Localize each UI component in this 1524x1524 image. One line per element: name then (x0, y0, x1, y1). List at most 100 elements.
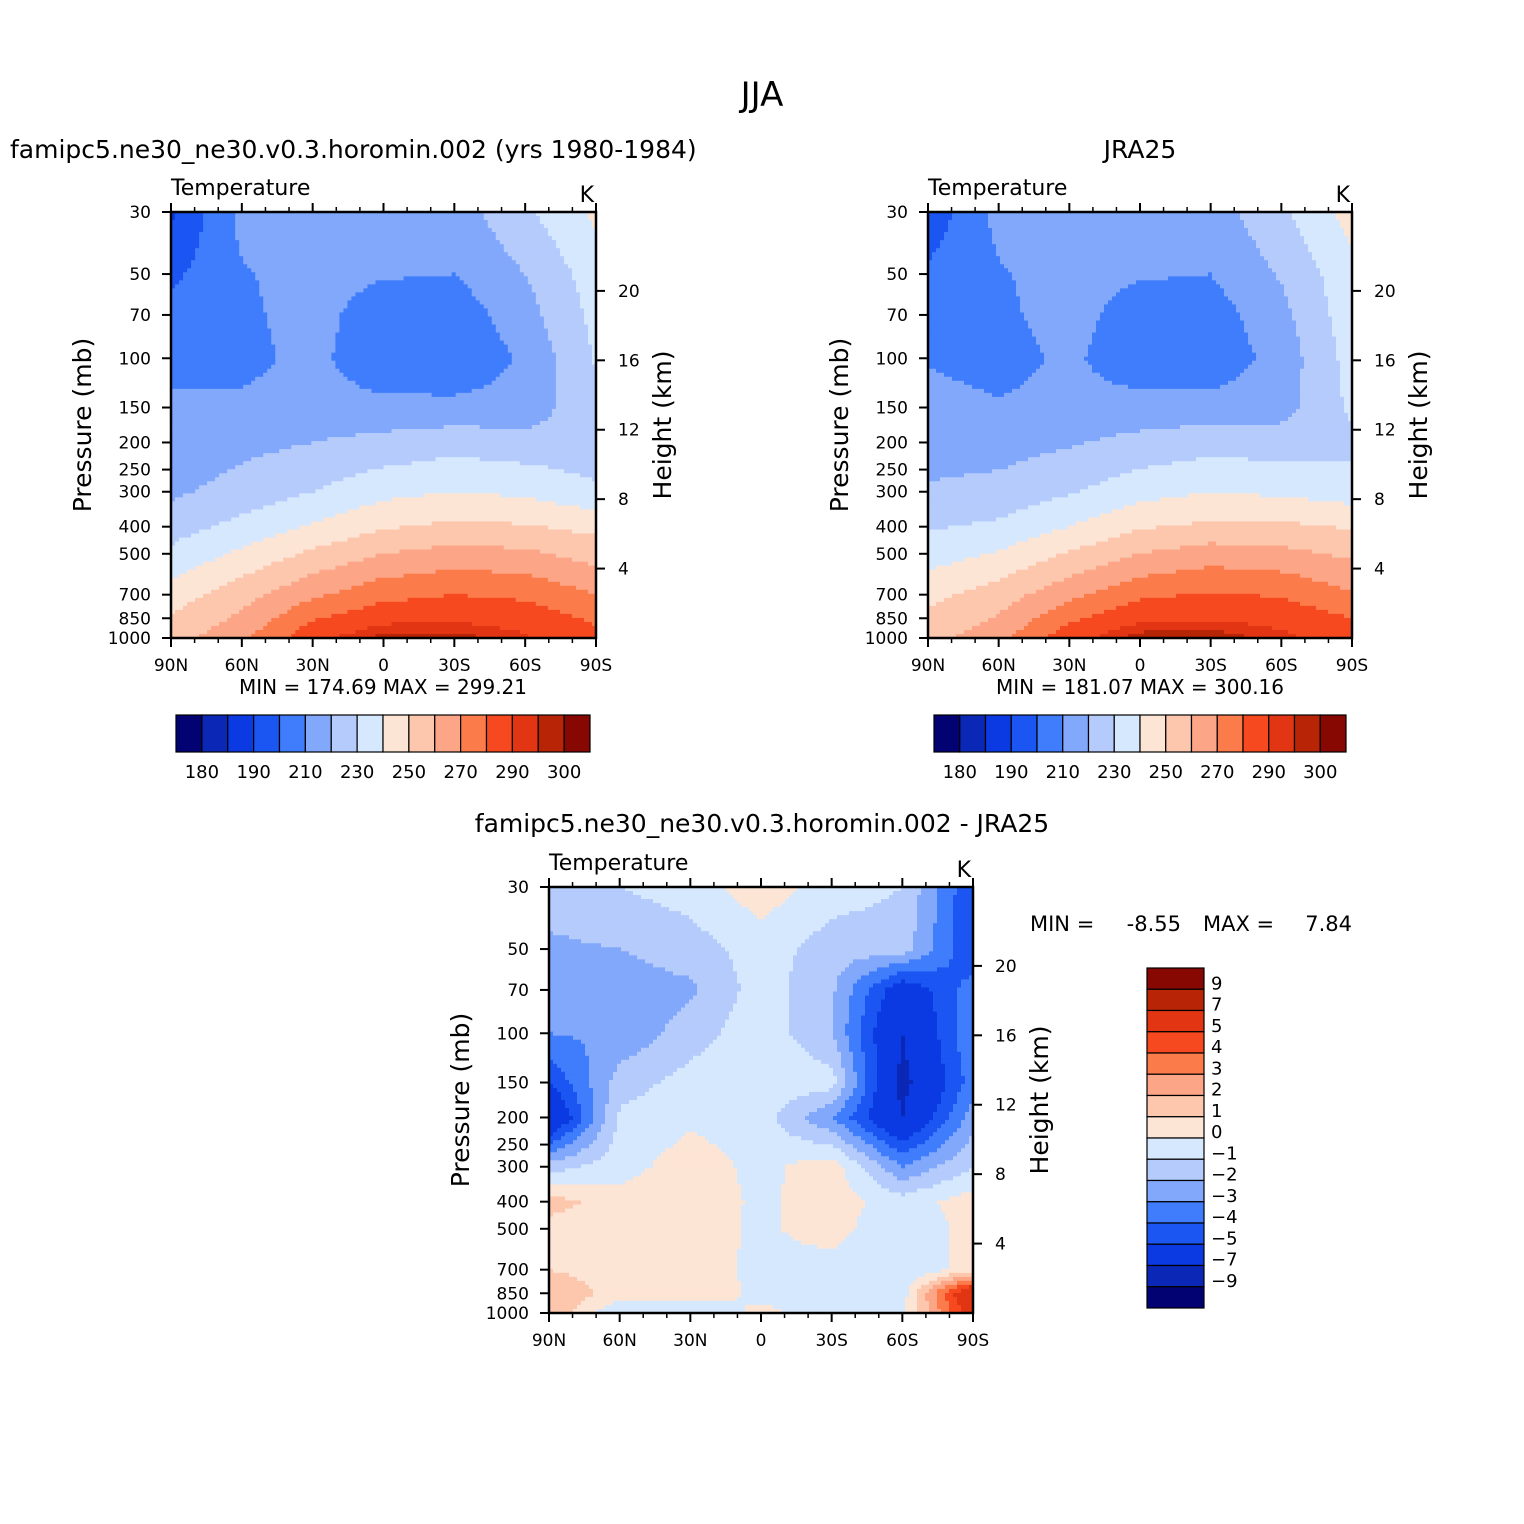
contour-cell (937, 891, 958, 896)
contour-cell (1040, 364, 1093, 370)
contour-cell (961, 1067, 974, 1073)
contour-cell (909, 1071, 946, 1077)
contour-cell (367, 284, 469, 289)
contour-cell (961, 1124, 974, 1129)
contour-cell (909, 1284, 922, 1290)
contour-cell (1244, 320, 1297, 326)
contour-cell (909, 1288, 918, 1294)
contour-cell (215, 557, 284, 563)
contour-cell (507, 252, 561, 257)
contour-cell (347, 300, 481, 306)
contour-cell (853, 1059, 866, 1065)
contour-cell (239, 248, 505, 253)
contour-cell (913, 1132, 934, 1137)
contour-cell (549, 1063, 558, 1069)
contour-cell (949, 1256, 974, 1262)
contour-cell (1100, 312, 1241, 318)
contour-cell (741, 1292, 910, 1298)
contour-cell (961, 1192, 974, 1198)
contour-cell (219, 621, 268, 627)
contour-cell (553, 1268, 738, 1274)
contour-cell (291, 445, 597, 450)
contour-cell (969, 1108, 974, 1113)
contour-cell (944, 597, 1021, 603)
contour-cell (1140, 597, 1289, 603)
contour-cell (881, 899, 918, 904)
contour-cell (183, 605, 244, 611)
contour-cell (347, 509, 597, 515)
contour-cell (821, 1059, 842, 1065)
contour-cell (1280, 280, 1325, 285)
contour-cell (621, 1059, 690, 1065)
contour-cell (613, 1071, 674, 1077)
contour-cell (199, 232, 236, 237)
y-tick-label: 150 (876, 399, 908, 419)
colorbar-box (933, 714, 961, 753)
contour-cell (869, 1116, 934, 1121)
contour-cell (777, 1112, 810, 1117)
contour-cell (1032, 328, 1097, 334)
contour-cell (1240, 316, 1293, 322)
contour-cell (315, 617, 585, 623)
contour-cell (235, 232, 497, 237)
contour-cell (941, 1100, 958, 1105)
contour-cell (1244, 368, 1301, 374)
contour-cell (275, 356, 332, 362)
panel-title: famipc5.ne30_ne30.v0.3.horomin.002 (yrs … (10, 135, 697, 164)
contour-cell (1328, 300, 1353, 306)
contour-cell (573, 1035, 658, 1041)
contour-cell (609, 1087, 650, 1093)
contour-cell (873, 1132, 890, 1137)
contour-cell (917, 1144, 942, 1149)
contour-cell (881, 999, 934, 1005)
contour-cell (1328, 609, 1353, 615)
x-tick-label: 30S (1194, 656, 1226, 676)
contour-cell (171, 212, 176, 217)
contour-cell (645, 1168, 738, 1173)
contour-cell (573, 1083, 590, 1089)
contour-cell (553, 931, 710, 936)
contour-cell (957, 1003, 974, 1009)
contour-cell (849, 1180, 878, 1185)
contour-cell (641, 1172, 738, 1177)
contour-cell (375, 280, 465, 285)
contour-cell (527, 276, 573, 281)
y-tick-label: 250 (119, 461, 151, 481)
y-right-tick-label: 16 (1374, 351, 1396, 371)
contour-cell (589, 1124, 602, 1129)
contour-cell (319, 569, 437, 575)
contour-cell (587, 216, 597, 221)
contour-cell (179, 573, 244, 579)
contour-cell (789, 975, 838, 981)
contour-cell (1224, 288, 1285, 293)
contour-cell (701, 1051, 810, 1057)
contour-cell (829, 1128, 850, 1133)
y-tick-label: 50 (129, 265, 151, 285)
colorbar-box (1165, 714, 1193, 753)
contour-cell (171, 364, 272, 370)
colorbar-box (1242, 714, 1270, 753)
contour-cell (1064, 577, 1133, 583)
contour-cell (853, 983, 874, 989)
contour-cell (335, 360, 513, 366)
colorbar-label: 230 (340, 762, 374, 783)
contour-cell (941, 1180, 974, 1185)
contour-cell (829, 919, 918, 924)
contour-cell (928, 553, 981, 559)
contour-cell (957, 1047, 974, 1053)
contour-cell (928, 292, 1017, 297)
contour-cell (597, 1308, 746, 1314)
contour-cell (549, 931, 554, 936)
contour-cell (809, 935, 914, 940)
contour-cell (171, 316, 268, 322)
y-tick-label: 150 (119, 399, 151, 419)
contour-cell (1136, 621, 1249, 627)
contour-cell (969, 1104, 974, 1109)
contour-cell (633, 891, 730, 896)
colorbar-box (485, 714, 513, 753)
contour-cell (475, 633, 529, 639)
contour-cell (1104, 304, 1237, 310)
contour-cell (705, 1047, 806, 1053)
contour-cell (539, 549, 597, 555)
contour-cell (549, 1164, 582, 1169)
